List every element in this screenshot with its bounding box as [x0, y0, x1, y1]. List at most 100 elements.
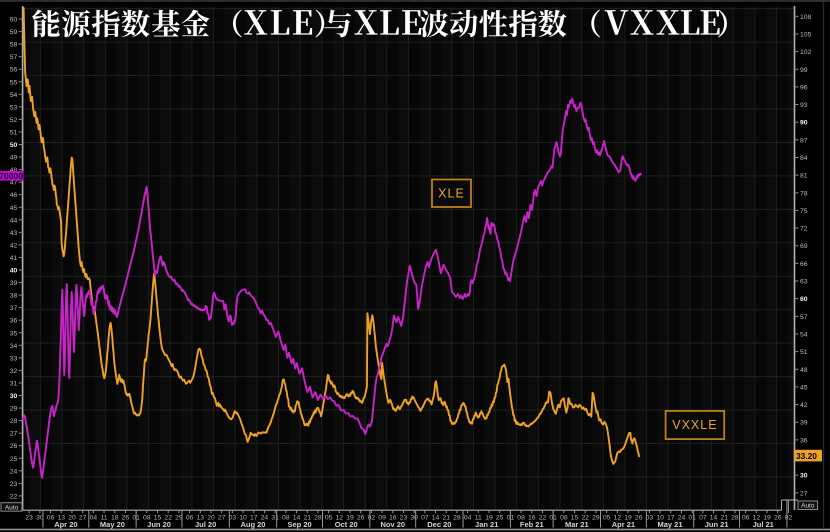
svg-text:19: 19: [485, 515, 493, 522]
svg-text:63: 63: [800, 279, 808, 286]
svg-text:Dec 20: Dec 20: [427, 520, 451, 529]
svg-text:35: 35: [10, 330, 18, 337]
svg-text:69: 69: [800, 243, 808, 250]
svg-text:32: 32: [10, 368, 18, 375]
svg-text:54: 54: [10, 92, 18, 99]
svg-text:23: 23: [25, 515, 33, 522]
svg-text:07: 07: [699, 515, 707, 522]
svg-text:81: 81: [800, 173, 808, 180]
svg-text:16: 16: [389, 515, 397, 522]
svg-text:May 20: May 20: [100, 520, 125, 529]
svg-text:44: 44: [10, 217, 18, 224]
svg-text:72: 72: [800, 226, 808, 233]
svg-text:08: 08: [517, 515, 525, 522]
svg-text:Auto: Auto: [801, 503, 815, 510]
svg-text:23: 23: [400, 515, 408, 522]
svg-text:87: 87: [800, 137, 808, 144]
svg-text:21: 21: [442, 515, 450, 522]
svg-text:42: 42: [10, 242, 18, 249]
svg-text:28: 28: [731, 515, 739, 522]
svg-text:90: 90: [800, 120, 808, 127]
svg-text:27: 27: [10, 431, 18, 438]
svg-text:84: 84: [800, 155, 808, 162]
svg-text:14: 14: [293, 515, 301, 522]
svg-text:09: 09: [378, 515, 386, 522]
svg-text:08: 08: [560, 515, 568, 522]
svg-text:24: 24: [261, 515, 269, 522]
svg-text:10: 10: [239, 515, 247, 522]
svg-text:22: 22: [164, 515, 172, 522]
svg-text:Mar 21: Mar 21: [565, 520, 589, 529]
svg-text:53: 53: [10, 104, 18, 111]
svg-text:105: 105: [800, 31, 812, 38]
svg-text:05: 05: [603, 515, 611, 522]
svg-text:08: 08: [143, 515, 151, 522]
svg-text:08: 08: [282, 515, 290, 522]
svg-text:57: 57: [10, 54, 18, 61]
svg-text:39: 39: [800, 420, 808, 427]
svg-text:06: 06: [186, 515, 194, 522]
svg-text:07: 07: [421, 515, 429, 522]
svg-text:22: 22: [581, 515, 589, 522]
svg-text:Feb 21: Feb 21: [520, 520, 544, 529]
svg-text:42: 42: [800, 402, 808, 409]
svg-text:VXXLE: VXXLE: [672, 418, 717, 432]
svg-text:43: 43: [10, 230, 18, 237]
svg-text:48: 48: [800, 367, 808, 374]
svg-text:48: 48: [10, 167, 18, 174]
svg-text:45: 45: [800, 384, 808, 391]
svg-text:60: 60: [10, 17, 18, 24]
svg-text:59: 59: [10, 29, 18, 36]
svg-text:26: 26: [357, 515, 365, 522]
svg-text:28: 28: [10, 418, 18, 425]
svg-text:36: 36: [800, 437, 808, 444]
svg-text:102: 102: [800, 49, 812, 56]
svg-text:05: 05: [325, 515, 333, 522]
svg-text:12: 12: [753, 515, 761, 522]
svg-text:27: 27: [800, 490, 808, 497]
svg-text:06: 06: [47, 515, 55, 522]
svg-text:17: 17: [250, 515, 258, 522]
svg-text:Auto: Auto: [5, 504, 19, 511]
svg-text:Oct 20: Oct 20: [335, 520, 358, 529]
svg-text:51: 51: [10, 129, 18, 136]
svg-text:28: 28: [453, 515, 461, 522]
svg-text:27: 27: [218, 515, 226, 522]
svg-text:25: 25: [10, 456, 18, 463]
svg-text:24: 24: [10, 468, 18, 475]
svg-text:47: 47: [10, 180, 18, 187]
svg-text:30: 30: [10, 393, 18, 400]
svg-text:19: 19: [763, 515, 771, 522]
svg-text:20: 20: [68, 515, 76, 522]
svg-text:54: 54: [800, 331, 808, 338]
svg-text:38: 38: [10, 293, 18, 300]
svg-text:58: 58: [10, 42, 18, 49]
svg-text:Sep 20: Sep 20: [287, 520, 311, 529]
svg-text:108: 108: [800, 14, 812, 21]
svg-text:26: 26: [774, 515, 782, 522]
svg-text:Jun 21: Jun 21: [705, 520, 729, 529]
svg-text:96: 96: [800, 84, 808, 91]
svg-text:25: 25: [496, 515, 504, 522]
svg-text:11: 11: [101, 515, 108, 522]
svg-text:66: 66: [800, 261, 808, 268]
svg-text:40: 40: [10, 268, 18, 275]
svg-text:Apr 21: Apr 21: [612, 520, 635, 529]
svg-text:24: 24: [678, 515, 686, 522]
svg-text:78: 78: [800, 190, 808, 197]
svg-text:15: 15: [154, 515, 162, 522]
svg-text:55: 55: [10, 79, 18, 86]
svg-text:Jul 20: Jul 20: [195, 520, 216, 529]
svg-text:Aug 20: Aug 20: [240, 520, 265, 529]
svg-text:93: 93: [800, 102, 808, 109]
svg-text:03: 03: [229, 515, 237, 522]
svg-text:10: 10: [656, 515, 664, 522]
svg-text:21: 21: [303, 515, 311, 522]
svg-text:14: 14: [710, 515, 718, 522]
svg-text:56: 56: [10, 67, 18, 74]
svg-text:20: 20: [207, 515, 215, 522]
svg-text:15: 15: [571, 515, 579, 522]
svg-text:31: 31: [10, 380, 18, 387]
svg-text:31: 31: [271, 515, 279, 522]
svg-text:29: 29: [592, 515, 600, 522]
